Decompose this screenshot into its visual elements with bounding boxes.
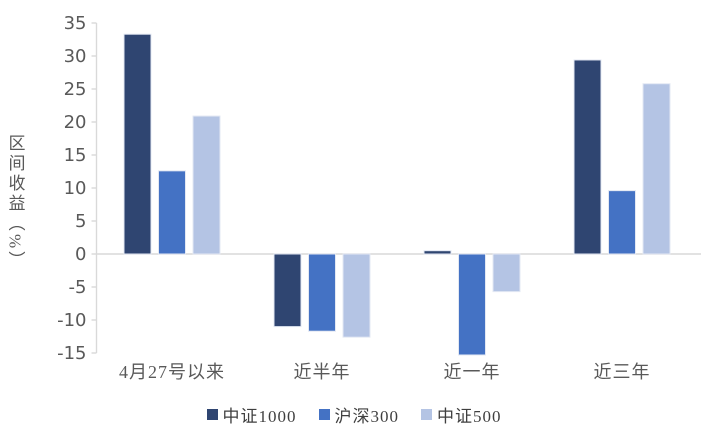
legend-item-zhongzheng500: 中证500 [421,402,502,427]
y-tick-label: 20 [64,112,87,133]
bar-沪深300-近一年 [458,253,486,356]
y-tick-label: 0 [75,244,86,265]
y-tick-label: -10 [57,310,86,331]
x-category-label: 近三年 [594,362,651,382]
legend-label: 中证500 [437,406,502,426]
legend-swatch-icon [421,408,432,420]
legend-item-zhongzheng1000: 中证1000 [206,402,297,427]
x-category-label: 4月27号以来 [119,362,225,382]
x-category-label: 近半年 [294,362,351,382]
bar-中证1000-近三年 [573,59,602,255]
bar-沪深300-近半年 [308,253,336,332]
y-tick-label: 5 [75,211,86,232]
legend-label: 中证1000 [222,406,297,426]
bar-中证1000-4月27号以来 [123,33,152,255]
legend-swatch-icon [206,408,218,420]
bar-中证500-4月27号以来 [192,115,221,255]
y-tick-label: 35 [64,13,87,34]
y-tick-label: 15 [64,145,87,166]
y-tick-label: -15 [57,343,86,364]
y-tick-label: 25 [64,79,87,100]
y-tick-label: -5 [69,277,87,298]
y-tick-label: 10 [64,178,87,199]
y-axis-title: 区间收益（%） [5,134,25,272]
bar-中证500-近半年 [342,253,371,338]
y-tick-label: 30 [64,46,87,67]
legend-swatch-icon [318,408,330,420]
legend: 中证1000 沪深300 中证500 [0,400,708,428]
bar-中证500-近一年 [492,253,521,293]
legend-item-hushen300: 沪深300 [318,402,400,427]
bar-中证1000-近一年 [423,250,452,255]
bar-沪深300-4月27号以来 [158,170,186,255]
bar-中证500-近三年 [642,83,671,255]
bar-中证1000-近半年 [273,253,302,328]
bar-沪深300-近三年 [608,190,636,255]
legend-label: 沪深300 [334,406,399,426]
x-category-label: 近一年 [444,362,501,382]
